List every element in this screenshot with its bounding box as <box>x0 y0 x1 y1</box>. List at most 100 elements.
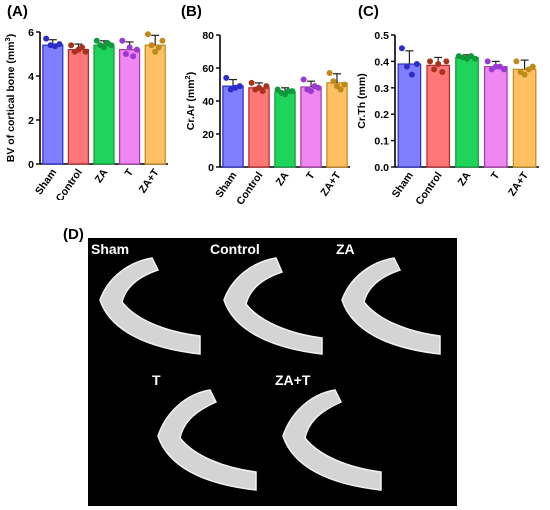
data-point <box>263 83 270 90</box>
y-tick-label: 0.2 <box>374 109 389 121</box>
x-tick-label-za-t: ZA+T <box>506 169 531 198</box>
x-tick-label-t: T <box>123 166 137 179</box>
data-point <box>521 71 528 78</box>
y-tick-label: 0.3 <box>374 83 389 95</box>
data-point <box>529 63 536 70</box>
data-point <box>398 45 405 52</box>
x-tick-label-control: Control <box>54 167 85 200</box>
data-point <box>133 46 140 53</box>
x-tick-label-za: ZA <box>274 169 292 188</box>
ct-label-control: Control <box>210 241 260 257</box>
bar-za-t <box>326 82 348 168</box>
y-tick-label: 4 <box>28 71 34 83</box>
data-point <box>93 37 100 44</box>
bar-t <box>483 66 508 168</box>
bar-za-t <box>512 68 537 168</box>
bar-za <box>455 56 479 168</box>
data-point <box>341 81 348 88</box>
panel-b-label: (B) <box>181 3 202 20</box>
data-point <box>108 42 115 49</box>
data-point <box>513 58 520 65</box>
bar-sham <box>397 63 422 168</box>
data-point <box>472 55 479 62</box>
data-point <box>300 76 307 83</box>
data-point <box>413 61 420 68</box>
data-point <box>484 58 491 65</box>
y-tick-label: 0.0 <box>374 162 389 174</box>
bar-za-t <box>144 44 166 165</box>
x-tick-label-za: ZA <box>456 169 474 188</box>
bar-za <box>93 44 115 165</box>
bar-za <box>274 91 296 168</box>
y-tick-label: 60 <box>202 63 214 75</box>
data-point <box>289 88 296 95</box>
data-point <box>130 53 137 60</box>
x-tick-label-za: ZA <box>93 166 111 185</box>
ct-label-za: ZA <box>336 241 355 257</box>
bar-sham <box>222 85 244 168</box>
data-point <box>79 44 86 51</box>
y-tick-label: 80 <box>202 30 214 42</box>
panel-c-label: (C) <box>358 3 379 20</box>
data-point <box>52 43 59 50</box>
data-point <box>443 58 450 65</box>
data-point <box>236 83 243 90</box>
y-axis-label: Cr.Ar (mm2) <box>183 72 198 130</box>
bar-t <box>300 86 322 168</box>
data-point <box>227 86 234 93</box>
data-point <box>326 69 333 76</box>
data-point <box>82 48 89 55</box>
data-point <box>500 66 507 73</box>
data-point <box>101 44 107 51</box>
x-tick-label-control: Control <box>234 170 265 208</box>
chart-bv-cortical-bone: 0 2 4 6 BV of cortical bone (mm3) ShamControl… <box>3 27 168 200</box>
data-point <box>439 68 446 75</box>
data-point <box>56 41 63 48</box>
x-tick-label-za-t: ZA+T <box>137 166 162 195</box>
bar-t <box>119 49 141 165</box>
panel-a-label: (A) <box>7 3 28 20</box>
panel-d-label: (D) <box>63 226 84 243</box>
data-point <box>427 58 434 65</box>
data-point <box>337 86 344 93</box>
y-tick-label: 0.1 <box>374 136 389 148</box>
x-tick-label-sham: Sham <box>390 170 416 200</box>
micro-ct-image-panel: Sham Control ZA T ZA+T <box>88 238 457 506</box>
x-tick-label-control: Control <box>413 170 444 208</box>
ct-scan-sham <box>99 257 201 355</box>
data-point <box>148 42 155 49</box>
y-axis-label: BV of cortical bone (mm3) <box>3 34 18 162</box>
y-tick-label: 0.4 <box>374 56 389 68</box>
data-point <box>68 42 75 49</box>
bar-control <box>67 49 89 165</box>
ct-scan-control <box>223 257 323 355</box>
data-point <box>259 88 266 95</box>
x-tick-label-sham: Sham <box>213 170 239 200</box>
y-tick-label: 0.5 <box>374 30 389 42</box>
data-point <box>155 44 162 51</box>
data-point <box>315 84 322 91</box>
x-tick-label-za-t: ZA+T <box>318 169 343 198</box>
ct-label-t: T <box>152 372 161 388</box>
bar-sham <box>42 44 64 165</box>
y-tick-label: 0 <box>28 159 34 171</box>
data-point <box>43 35 50 42</box>
x-tick-label-t: T <box>489 169 503 182</box>
data-point <box>330 78 337 85</box>
x-tick-label-sham: Sham <box>33 167 59 197</box>
y-tick-label: 20 <box>202 129 214 141</box>
data-point <box>119 37 126 44</box>
data-point <box>308 88 314 95</box>
y-tick-label: 0 <box>208 162 214 174</box>
data-point <box>431 66 438 73</box>
data-point <box>152 48 159 55</box>
data-point <box>403 63 410 70</box>
data-point <box>232 84 239 91</box>
bar-control <box>248 87 270 168</box>
ct-scan-t <box>157 389 257 491</box>
y-axis-label: Cr.Th (mm) <box>356 73 368 128</box>
ct-scan-za <box>341 257 441 355</box>
y-tick-label: 6 <box>28 27 34 39</box>
